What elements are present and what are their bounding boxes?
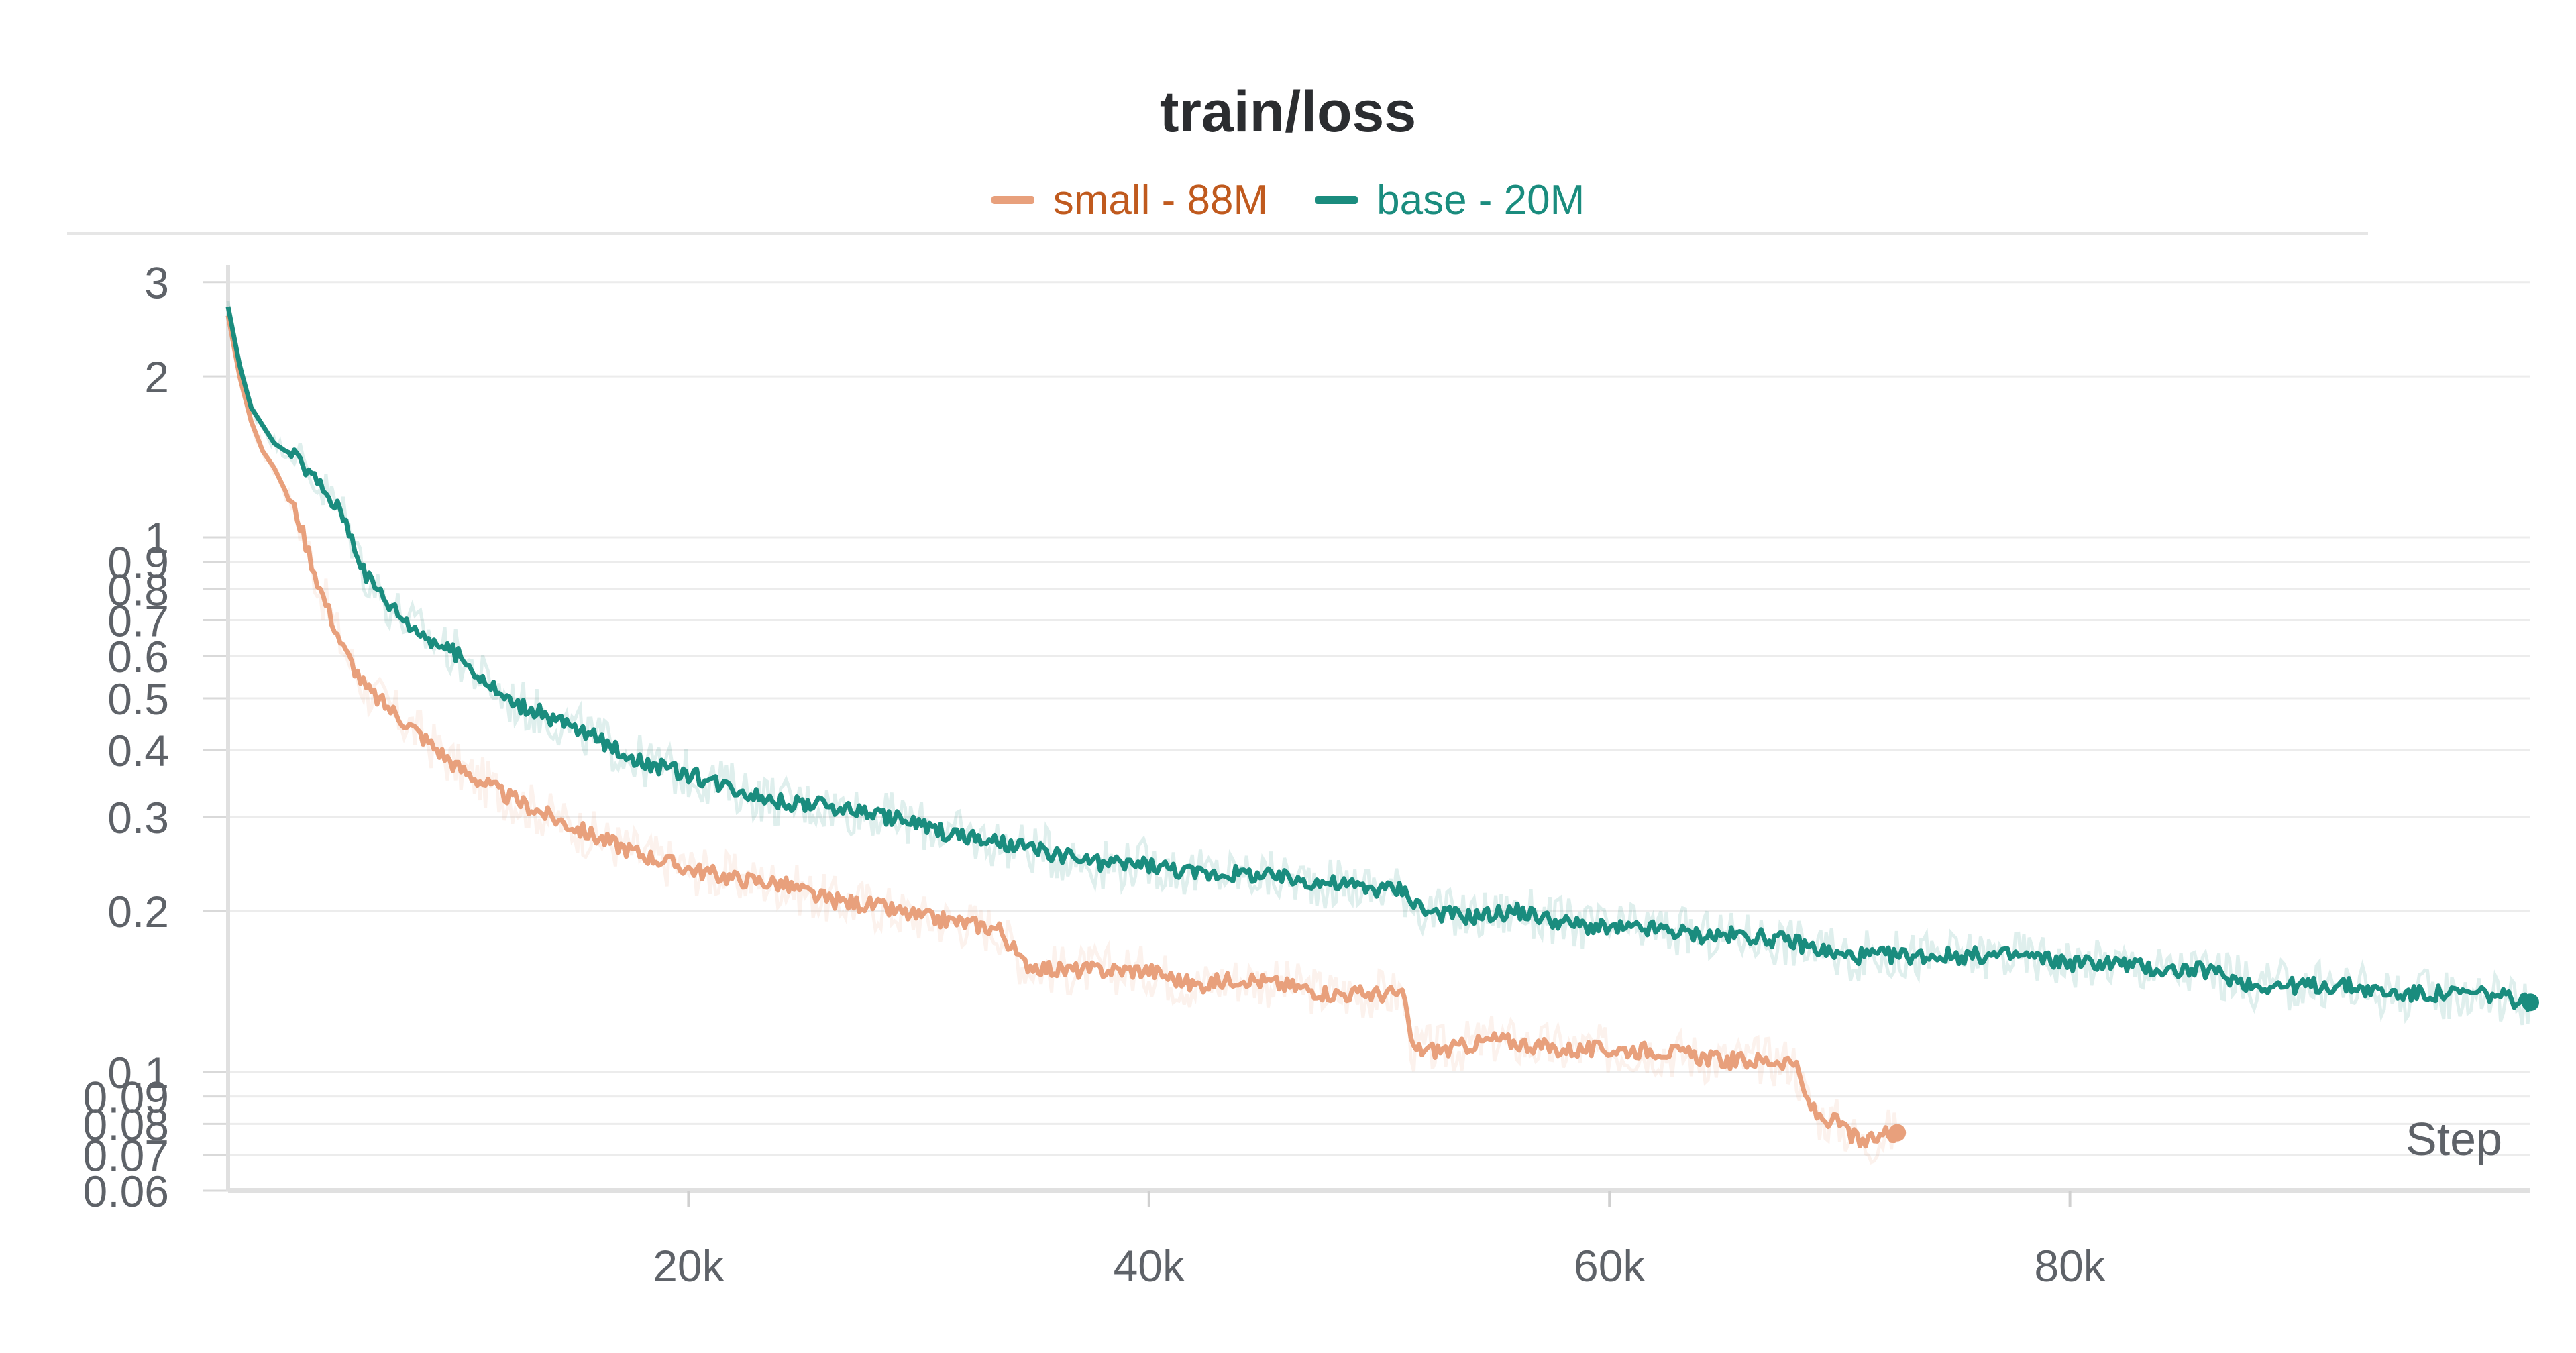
y-tick-label: 0.6	[107, 632, 169, 682]
y-tick-label: 0.9	[107, 538, 169, 588]
series-end-point-small	[1888, 1124, 1907, 1142]
y-tick-label: 2	[144, 352, 169, 402]
x-tick-label: 40k	[1114, 1241, 1185, 1291]
legend-label-base: base - 20M	[1377, 176, 1585, 223]
legend-swatch-small	[991, 196, 1034, 204]
x-tick-label: 20k	[653, 1241, 724, 1291]
series-line-small	[225, 315, 1900, 1149]
y-tick-label: 0.7	[107, 596, 169, 646]
series-raw-small	[226, 309, 1899, 1165]
x-tick-label: 80k	[2034, 1241, 2106, 1291]
y-tick-label: 0.08	[83, 1099, 169, 1149]
series-end-point-base	[2522, 993, 2539, 1012]
legend-label-small: small - 88M	[1053, 176, 1269, 223]
series-raw-base	[226, 301, 2532, 1026]
legend-item-base[interactable]: base - 20M	[1315, 176, 1585, 224]
y-tick-label: 0.4	[107, 726, 169, 775]
y-tick-label: 0.8	[107, 565, 169, 614]
y-tick-label: 0.3	[107, 793, 169, 843]
y-tick-label: 3	[144, 258, 169, 308]
chart-title: train/loss	[1159, 80, 1417, 144]
legend-item-small[interactable]: small - 88M	[991, 176, 1268, 224]
y-tick-label: 0.09	[83, 1073, 169, 1122]
y-tick-label: 0.07	[83, 1131, 169, 1181]
y-tick-label: 0.1	[107, 1048, 169, 1097]
legend: small - 88M base - 20M	[0, 173, 2576, 227]
legend-swatch-base	[1315, 196, 1358, 204]
y-tick-label: 0.06	[83, 1167, 169, 1216]
y-tick-label: 0.2	[107, 887, 169, 936]
y-tick-label: 1	[144, 513, 169, 563]
x-tick-label: 60k	[1574, 1241, 1646, 1291]
series-line-base	[225, 306, 2533, 1012]
x-axis-label: Step	[2406, 1113, 2502, 1165]
y-tick-label: 0.5	[107, 674, 169, 724]
